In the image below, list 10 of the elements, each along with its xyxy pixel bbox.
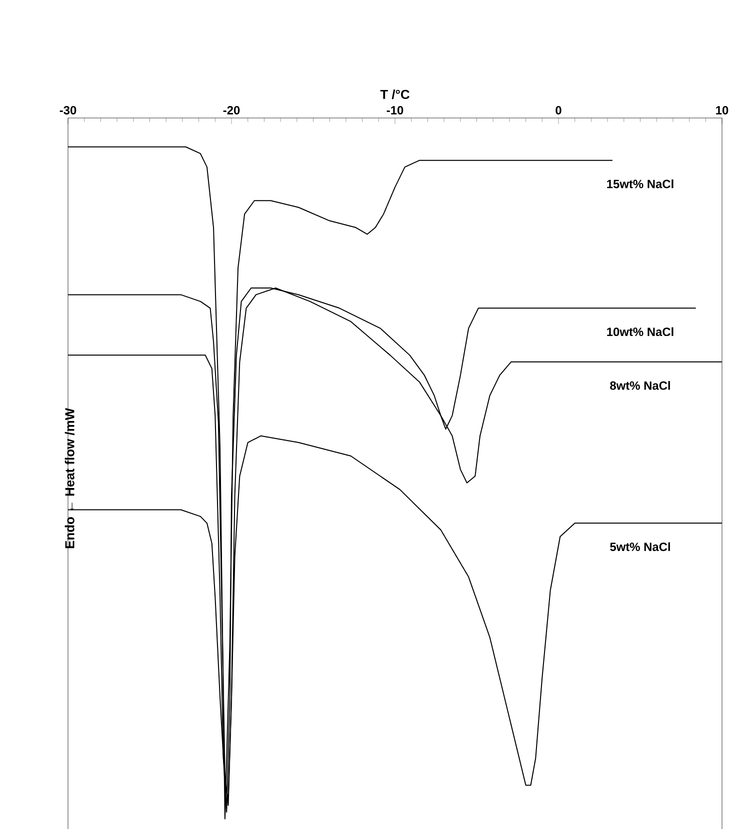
x-tick-label: -20	[223, 106, 240, 114]
series-label: 8wt% NaCl	[610, 381, 670, 390]
series-label: 5wt% NaCl	[610, 542, 670, 552]
x-tick-label: -30	[60, 106, 76, 114]
x-tick-label: -10	[386, 106, 404, 114]
x-tick-label: 10	[716, 106, 728, 114]
series-label: 10wt% NaCl	[607, 327, 674, 336]
x-tick-label: 0	[556, 106, 562, 114]
series-label: 15wt% NaCl	[607, 179, 674, 188]
x-axis-title: T /°C	[380, 89, 410, 100]
